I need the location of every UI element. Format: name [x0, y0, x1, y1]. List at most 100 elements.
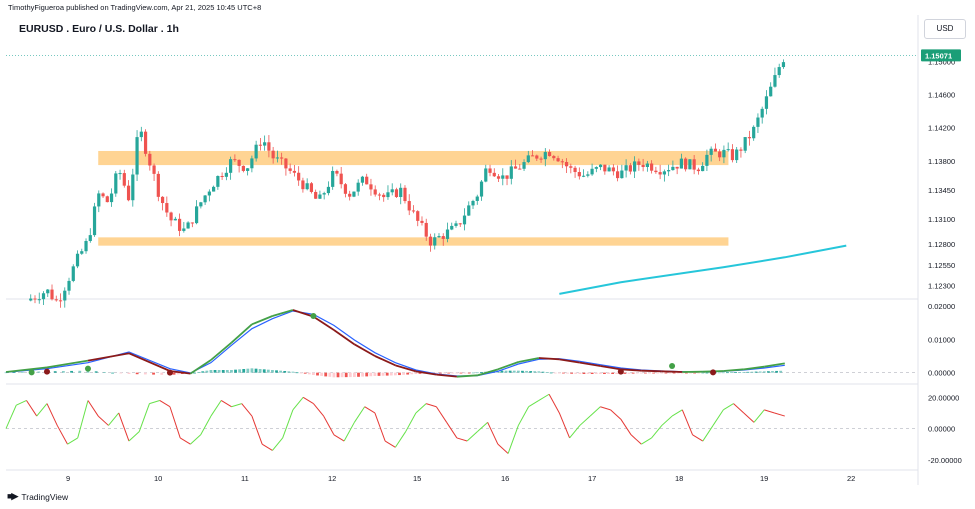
oscillator-line	[692, 434, 704, 442]
oscillator-line	[272, 437, 284, 451]
macd-histogram-bar	[4, 372, 8, 374]
candle-body	[658, 172, 662, 175]
macd-cross-dot	[310, 313, 317, 319]
macd-histogram-bar	[283, 371, 287, 373]
macd-histogram-bar	[348, 372, 352, 378]
oscillator-line	[753, 409, 765, 423]
candle-body	[445, 229, 450, 239]
oscillator-line	[712, 409, 724, 426]
macd-histogram-bar	[734, 372, 737, 373]
candle-body	[616, 171, 620, 179]
macd-histogram-bar	[500, 370, 504, 373]
macd-histogram-bar	[648, 372, 651, 374]
macd-histogram-bar	[127, 372, 131, 374]
macd-histogram-bar	[271, 370, 274, 373]
candle-body	[450, 225, 454, 230]
macd-histogram-bar	[37, 371, 41, 373]
tradingview-logo-icon: ■▶	[7, 491, 18, 501]
candle-body	[701, 165, 705, 172]
candle-body	[58, 300, 63, 302]
macd-histogram-bar	[213, 370, 217, 373]
oscillator-line	[579, 415, 591, 426]
macd-main-line	[189, 359, 212, 375]
candle-body	[258, 144, 262, 146]
macd-histogram-bar	[209, 370, 213, 373]
macd-histogram-bar	[701, 372, 705, 374]
oscillator-line	[56, 425, 68, 445]
macd-histogram-bar	[152, 372, 155, 375]
currency-button[interactable]: USD	[924, 19, 966, 39]
candle-body	[29, 298, 33, 301]
macd-histogram-bar	[353, 372, 356, 377]
macd-histogram-bar	[20, 371, 24, 373]
candle-body	[203, 195, 207, 203]
tradingview-footer[interactable]: ■▶ TradingView	[7, 491, 68, 502]
candle-body	[526, 155, 530, 163]
macd-histogram-bar	[603, 372, 606, 374]
candle-body	[360, 176, 365, 183]
macd-histogram-bar	[644, 372, 647, 374]
candle-body	[194, 206, 199, 224]
oscillator-line	[630, 434, 642, 445]
oscillator-line	[528, 400, 540, 408]
macd-histogram-bar	[312, 372, 315, 375]
candle-body	[373, 189, 377, 195]
oscillator-line	[108, 412, 120, 426]
macd-cross-dot	[166, 369, 173, 376]
last-price-tag	[921, 49, 961, 62]
candle-body	[292, 170, 297, 173]
published-line: TimothyFigueroa published on TradingView…	[8, 3, 262, 12]
candle-body	[139, 131, 143, 138]
price-tick-label: 1.12550	[928, 261, 955, 270]
x-tick-label: 9	[66, 474, 70, 483]
oscillator-line	[302, 396, 314, 405]
macd-histogram-bar	[512, 370, 516, 373]
candle-body	[131, 174, 135, 201]
oscillator-line	[466, 431, 478, 442]
candle-body	[777, 67, 781, 76]
macd-histogram-bar	[143, 372, 147, 375]
candle-body	[560, 161, 564, 163]
macd-histogram-bar	[389, 372, 393, 376]
candle-body	[598, 164, 603, 168]
oscillator-line	[384, 440, 396, 448]
macd-histogram-bar	[504, 370, 508, 373]
candle-body	[641, 164, 645, 168]
macd-histogram-bar	[176, 372, 180, 375]
candle-body	[730, 149, 735, 161]
oscillator-line	[487, 422, 499, 445]
candle-body	[267, 142, 271, 151]
candle-body	[288, 168, 292, 171]
candle-body	[428, 236, 433, 246]
candle-body	[220, 176, 224, 178]
candle-body	[620, 170, 624, 179]
x-tick-label: 16	[501, 474, 509, 483]
macd-histogram-bar	[541, 371, 545, 373]
candle-body	[752, 126, 756, 139]
macd-histogram-bar	[689, 372, 692, 374]
oscillator-line	[323, 415, 335, 436]
macd-histogram-bar	[779, 370, 783, 373]
candle-body	[280, 157, 284, 159]
macd-main-line	[579, 361, 601, 367]
macd-histogram-bar	[299, 372, 303, 374]
macd-histogram-bar	[246, 368, 250, 373]
candle-body	[275, 157, 279, 159]
candle-body	[552, 156, 556, 159]
support-resistance-zone	[98, 237, 729, 246]
candle-body	[152, 165, 156, 174]
candle-body	[547, 152, 552, 157]
macd-histogram-bar	[775, 370, 778, 373]
macd-histogram-bar	[574, 372, 578, 374]
macd-main-line	[210, 341, 233, 361]
oscillator-line	[538, 393, 550, 401]
oscillator-line	[681, 409, 694, 435]
macd-histogram-bar	[451, 372, 455, 374]
macd-histogram-bar	[443, 372, 446, 374]
oscillator-line	[425, 403, 437, 408]
candle-body	[590, 168, 594, 175]
macd-histogram-bar	[697, 372, 701, 374]
price-tick-label: 1.13450	[928, 186, 955, 195]
candle-body	[424, 222, 428, 237]
